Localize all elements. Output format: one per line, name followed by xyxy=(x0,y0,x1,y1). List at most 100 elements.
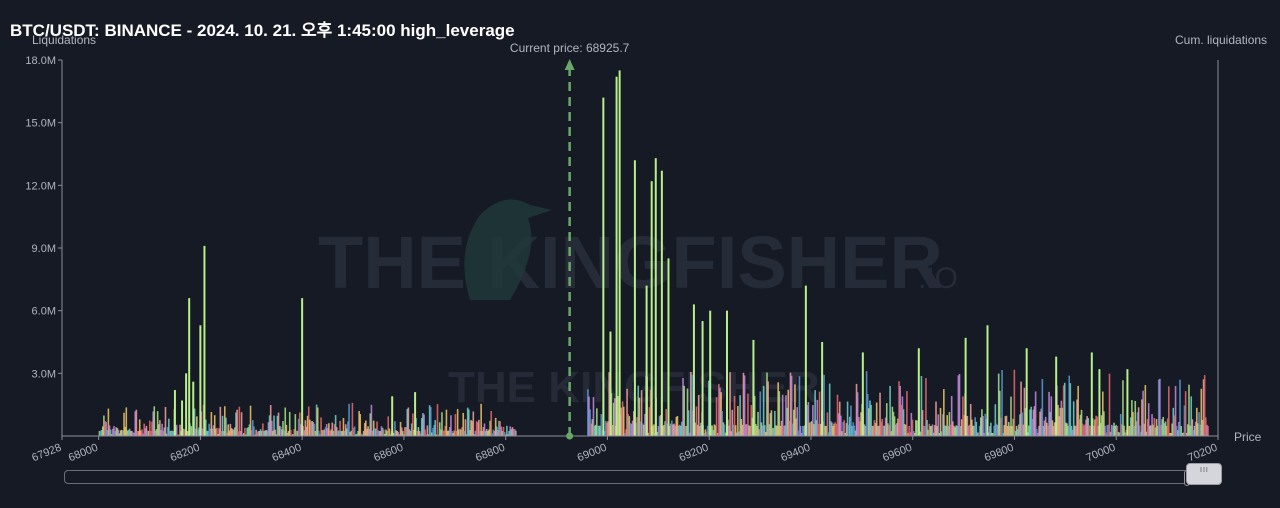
liquidation-bar xyxy=(759,391,762,436)
liquidation-bar xyxy=(684,425,687,436)
liquidation-bar xyxy=(937,414,940,436)
liquidation-bar xyxy=(1175,425,1178,436)
liquidation-bar xyxy=(283,430,285,436)
liquidation-bar xyxy=(248,424,251,436)
liquidation-bar xyxy=(656,431,659,436)
liquidation-bar xyxy=(852,422,854,436)
liquidation-bar xyxy=(1187,424,1189,436)
liquidation-bar-major xyxy=(1098,369,1101,436)
liquidation-bar xyxy=(187,430,189,436)
scrollbar-track[interactable] xyxy=(64,470,1222,484)
liquidation-bar xyxy=(1178,421,1180,436)
liquidation-bar xyxy=(416,430,419,436)
liquidation-bar xyxy=(457,429,460,436)
liquidation-bar xyxy=(653,424,655,436)
liquidation-bar xyxy=(269,405,272,436)
liquidation-bar xyxy=(940,431,943,436)
liquidation-bar xyxy=(738,431,740,436)
liquidation-bar xyxy=(977,432,980,436)
liquidation-bar xyxy=(1117,432,1120,436)
liquidation-bar xyxy=(504,434,507,436)
liquidation-bar xyxy=(866,393,869,436)
liquidation-bar xyxy=(1123,425,1125,436)
liquidation-bar xyxy=(714,425,717,436)
liquidation-bar xyxy=(769,413,772,436)
liquidation-bar xyxy=(757,411,759,436)
liquidation-bar xyxy=(770,410,773,436)
liquidation-bar-major xyxy=(615,76,618,436)
scrollbar-handle[interactable]: III xyxy=(1186,463,1222,485)
liquidation-bar xyxy=(713,424,716,436)
liquidation-bar xyxy=(434,420,437,436)
liquidation-bar xyxy=(424,429,426,436)
liquidation-bar xyxy=(1151,414,1153,436)
liquidation-bar xyxy=(677,425,680,436)
liquidation-bar xyxy=(760,422,763,436)
liquidation-bar xyxy=(944,425,946,436)
liquidation-bar xyxy=(474,430,477,436)
liquidation-bar xyxy=(740,418,743,436)
y-tick-label: 9.0M xyxy=(32,243,56,255)
liquidation-bar xyxy=(1046,422,1048,436)
liquidation-bar xyxy=(629,423,632,436)
liquidation-bar xyxy=(274,429,276,436)
liquidation-bar xyxy=(743,375,746,436)
liquidation-bar xyxy=(951,421,954,436)
liquidation-bar xyxy=(1014,430,1017,436)
liquidation-bar xyxy=(826,412,829,436)
liquidation-bar xyxy=(1203,375,1206,436)
liquidation-bar xyxy=(466,407,469,436)
liquidation-bar xyxy=(107,408,110,436)
liquidation-bar xyxy=(231,429,234,436)
liquidation-bar xyxy=(871,425,874,436)
liquidation-bar xyxy=(1043,420,1046,436)
liquidation-bar xyxy=(489,420,491,436)
liquidation-bar xyxy=(621,401,624,436)
liquidation-bar xyxy=(1029,409,1031,436)
liquidation-bar xyxy=(1035,428,1038,436)
liquidation-bar xyxy=(190,426,193,436)
liquidation-bar xyxy=(352,427,355,436)
liquidation-bar xyxy=(663,425,665,436)
liquidation-bar xyxy=(487,430,489,436)
liquidation-bar xyxy=(617,395,619,436)
liquidation-bar xyxy=(927,429,929,436)
liquidation-bar xyxy=(803,425,805,436)
liquidation-bar xyxy=(983,432,985,436)
liquidation-bar xyxy=(733,395,736,436)
liquidation-bar xyxy=(403,434,405,436)
liquidation-bar xyxy=(496,426,498,436)
liquidation-bar xyxy=(108,425,111,436)
liquidation-bar xyxy=(843,420,846,436)
liquidation-bar xyxy=(732,424,735,436)
liquidation-bar xyxy=(507,434,509,436)
liquidation-bar xyxy=(478,419,480,436)
liquidation-bar xyxy=(1062,385,1065,436)
liquidation-bar xyxy=(929,425,932,436)
liquidation-bar xyxy=(476,422,479,436)
liquidation-bar-major xyxy=(964,337,967,436)
liquidation-bar xyxy=(1068,375,1071,436)
liquidation-bar xyxy=(1119,414,1122,436)
liquidation-bar xyxy=(455,430,458,436)
liquidation-bar xyxy=(208,423,210,436)
liquidation-bar xyxy=(808,422,811,436)
liquidation-bar xyxy=(625,429,627,436)
liquidation-bar xyxy=(417,427,420,436)
liquidation-bar xyxy=(399,421,402,436)
liquidation-bar xyxy=(788,420,791,436)
liquidation-bar xyxy=(440,429,442,436)
liquidation-bar xyxy=(1194,421,1197,436)
liquidation-bar xyxy=(781,394,784,436)
liquidation-bar xyxy=(676,416,679,436)
liquidation-bar xyxy=(193,408,196,436)
liquidation-bar xyxy=(981,409,983,436)
liquidation-bar xyxy=(588,396,590,436)
liquidation-bar xyxy=(387,416,390,436)
liquidation-bar xyxy=(941,414,944,436)
liquidation-bar xyxy=(907,432,909,436)
liquidation-bar xyxy=(825,425,828,436)
liquidation-bar xyxy=(425,434,428,436)
x-tick-label: 68200 xyxy=(169,442,202,465)
liquidation-bar xyxy=(340,430,343,436)
